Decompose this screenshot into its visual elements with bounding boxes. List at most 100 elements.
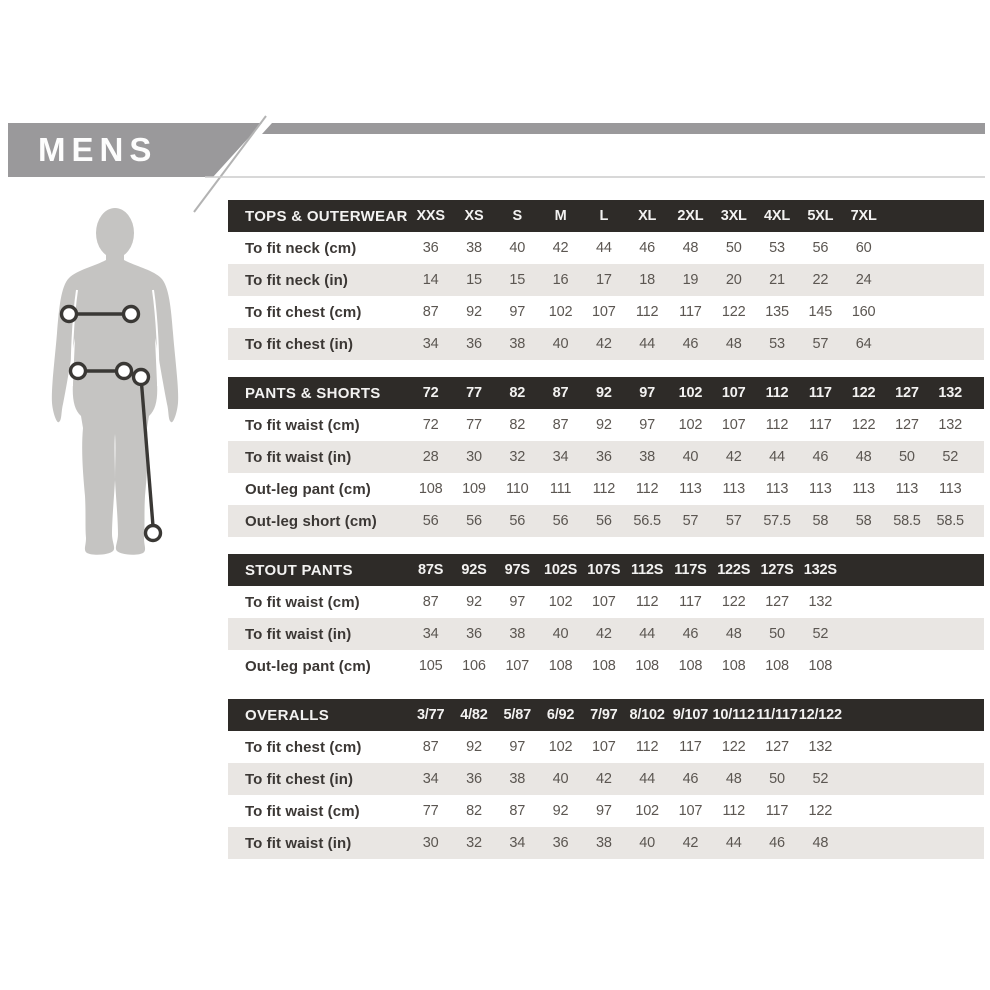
- column-header: 132: [928, 377, 972, 409]
- size-value: 58.5: [936, 513, 965, 529]
- size-value: 107: [678, 803, 703, 819]
- size-value: 44: [639, 336, 655, 352]
- size-value: 48: [725, 771, 742, 787]
- size-value: 46: [639, 240, 655, 256]
- column-header: 3XL: [712, 200, 756, 232]
- size-value: 108: [548, 658, 573, 674]
- size-value: 38: [466, 240, 482, 256]
- measurement-markers: [59, 304, 163, 543]
- size-value: 46: [682, 771, 699, 787]
- size-value: 53: [769, 240, 785, 256]
- size-value: 122: [721, 594, 746, 610]
- table-title: TOPS & OUTERWEAR: [228, 200, 409, 232]
- column-header: 107: [712, 377, 756, 409]
- table-row: To fit waist (cm) 77 82 87 92 97 102 107 112 117 1…: [228, 795, 984, 827]
- column-header: M: [538, 200, 583, 232]
- column-header: 122: [841, 377, 886, 409]
- size-value: 97: [509, 304, 526, 320]
- size-value: 48: [855, 449, 872, 465]
- size-value: 36: [466, 771, 482, 787]
- table-title: OVERALLS: [228, 699, 409, 731]
- size-value: 44: [595, 240, 612, 256]
- column-header: 10/112: [712, 699, 756, 731]
- size-value: 40: [509, 240, 526, 256]
- table-row: To fit neck (in) 14 15 15 16 17 18 19 20 21 22 24: [228, 264, 984, 296]
- row-filler: [885, 232, 984, 264]
- size-value: 102: [548, 739, 573, 755]
- size-value: 60: [855, 240, 872, 256]
- size-value: 46: [812, 449, 829, 465]
- size-value: 36: [422, 240, 439, 256]
- size-value: 38: [509, 771, 526, 787]
- size-value: 108: [635, 658, 659, 674]
- size-value: 113: [809, 481, 832, 497]
- size-value: 46: [769, 835, 785, 851]
- size-value: 36: [595, 449, 612, 465]
- size-tables: TOPS & OUTERWEAR XXS XS S M L XL 2XL 3XL 4XL 5XL 7X…: [228, 200, 984, 876]
- column-header: 5/87: [495, 699, 539, 731]
- column-header: XS: [452, 200, 496, 232]
- size-value: 92: [466, 304, 482, 320]
- column-header: 7/97: [582, 699, 626, 731]
- size-value: 38: [595, 835, 612, 851]
- table-row: To fit waist (in) 30 32 34 36 38 40 42 44 46 48: [228, 827, 984, 859]
- column-header: 87: [538, 377, 583, 409]
- size-value: 38: [639, 449, 655, 465]
- size-value: 17: [595, 272, 612, 288]
- table-row: To fit chest (in) 34 36 38 40 42 44 46 48 50 52: [228, 763, 984, 795]
- size-value: 34: [509, 835, 526, 851]
- size-value: 46: [682, 626, 699, 642]
- column-header: 97: [625, 377, 669, 409]
- size-value: 105: [418, 658, 443, 674]
- row-label: Out-leg short (cm): [245, 512, 377, 530]
- row-label: To fit waist (in): [245, 834, 352, 852]
- row-label: To fit waist (in): [245, 448, 352, 466]
- page-title: MENS: [38, 131, 158, 168]
- row-filler: [885, 328, 984, 360]
- size-value: 34: [422, 336, 439, 352]
- size-value: 56: [466, 513, 482, 529]
- column-header: 5XL: [798, 200, 842, 232]
- size-value: 107: [721, 417, 746, 433]
- size-value: 57: [812, 336, 829, 352]
- size-value: 117: [809, 417, 832, 433]
- row-filler: [842, 618, 984, 650]
- column-header: 6/92: [538, 699, 583, 731]
- size-value: 30: [422, 835, 439, 851]
- row-label: To fit chest (in): [245, 335, 354, 353]
- size-value: 56: [422, 513, 439, 529]
- banner-strip: [262, 123, 985, 134]
- row-filler: [842, 731, 984, 763]
- size-value: 40: [552, 626, 569, 642]
- size-value: 58.5: [893, 513, 921, 529]
- row-filler: [972, 409, 984, 441]
- size-value: 117: [679, 594, 702, 610]
- size-value: 18: [639, 272, 655, 288]
- stout-pants-table: STOUT PANTS 87S 92S 97S 102S 107S 112S 117S 122S…: [228, 554, 984, 682]
- size-value: 117: [765, 803, 789, 819]
- size-value: 15: [509, 272, 526, 288]
- row-label: Out-leg pant (cm): [245, 480, 371, 498]
- size-value: 56: [552, 513, 569, 529]
- column-header: 8/102: [625, 699, 669, 731]
- size-value: 30: [466, 449, 482, 465]
- table-row: To fit chest (cm) 87 92 97 102 107 112 117 122 13…: [228, 296, 984, 328]
- size-value: 112: [635, 481, 659, 497]
- size-value: 107: [592, 594, 616, 610]
- row-filler: [842, 795, 984, 827]
- size-value: 135: [765, 304, 789, 320]
- column-header: XXS: [409, 200, 453, 232]
- size-value: 40: [552, 771, 569, 787]
- size-value: 57: [682, 513, 699, 529]
- row-label: To fit neck (cm): [245, 239, 357, 257]
- column-header: 4XL: [755, 200, 799, 232]
- header-filler: [841, 554, 984, 586]
- tops-outerwear-table: TOPS & OUTERWEAR XXS XS S M L XL 2XL 3XL 4XL 5XL 7X…: [228, 200, 984, 360]
- size-value: 108: [678, 658, 703, 674]
- size-value: 58: [812, 513, 829, 529]
- row-label: To fit waist (in): [245, 625, 352, 643]
- size-value: 57.5: [763, 513, 791, 529]
- row-filler: [842, 827, 984, 859]
- row-label: To fit waist (cm): [245, 593, 360, 611]
- row-filler: [885, 296, 984, 328]
